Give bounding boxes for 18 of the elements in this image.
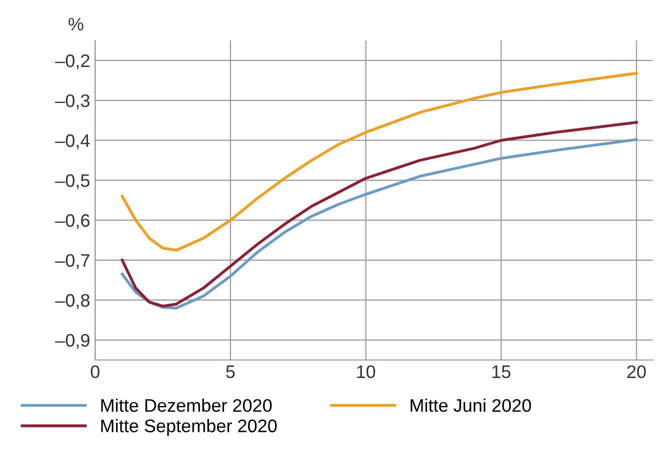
y-axis-title: % bbox=[68, 18, 84, 30]
y-tick-label: –0,3 bbox=[55, 94, 90, 110]
y-tick-label: –0,9 bbox=[55, 334, 90, 349]
x-tick-label: 5 bbox=[226, 366, 235, 378]
legend-label: Mitte Juni 2020 bbox=[410, 398, 531, 412]
x-tick-label: 0 bbox=[90, 365, 100, 378]
y-tick-label: –0,2 bbox=[55, 54, 90, 70]
legend-label: Mitte Dezember 2020 bbox=[101, 398, 272, 412]
y-tick-label: –0,7 bbox=[55, 254, 90, 270]
y-tick-label: –0,4 bbox=[55, 134, 90, 150]
legend-label: Mitte September 2020 bbox=[101, 419, 277, 436]
x-tick-label: 20 bbox=[627, 365, 646, 378]
line-series bbox=[120, 72, 638, 252]
y-tick-label: –0,8 bbox=[55, 294, 90, 309]
x-tick-label: 15 bbox=[492, 366, 510, 378]
y-tick-label: –0,5 bbox=[55, 174, 90, 190]
x-tick-label: 10 bbox=[357, 365, 376, 378]
y-tick-label: –0,6 bbox=[55, 214, 90, 230]
